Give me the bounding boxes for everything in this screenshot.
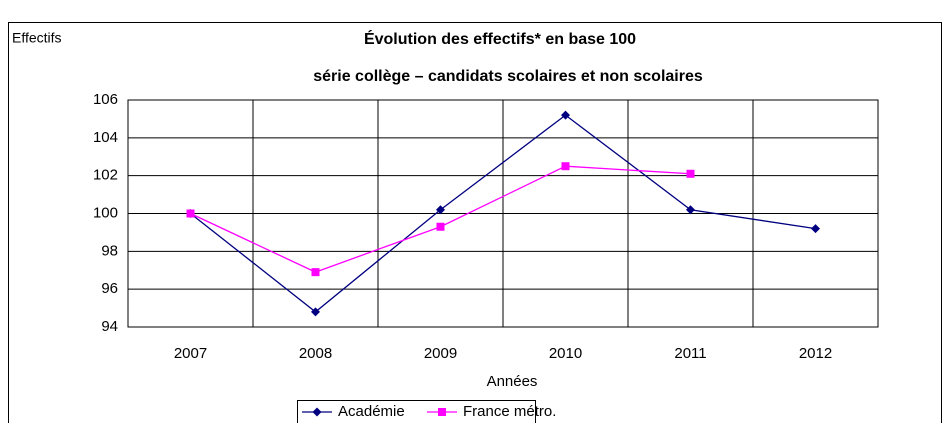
chart-title: Évolution des effectifs* en base 100 bbox=[364, 29, 636, 48]
y-tick-label: 94 bbox=[101, 318, 118, 335]
marker bbox=[686, 169, 695, 178]
y-tick-label: 100 bbox=[93, 204, 118, 221]
marker bbox=[312, 407, 322, 417]
marker bbox=[311, 307, 320, 317]
y-tick-label: 104 bbox=[93, 129, 118, 146]
y-tick-label: 102 bbox=[93, 167, 118, 184]
marker bbox=[186, 209, 195, 218]
x-tick-label: 2007 bbox=[174, 345, 207, 362]
x-tick-label: 2011 bbox=[674, 345, 706, 362]
y-axis-label: Effectifs bbox=[12, 30, 62, 46]
x-tick-label: 2008 bbox=[299, 345, 332, 362]
legend-label: France métro. bbox=[463, 403, 556, 420]
y-tick-label: 96 bbox=[101, 280, 118, 297]
marker bbox=[436, 205, 445, 215]
marker bbox=[438, 408, 446, 416]
marker bbox=[811, 224, 820, 234]
marker bbox=[561, 110, 570, 120]
marker bbox=[561, 162, 570, 171]
legend-label: Académie bbox=[338, 403, 405, 420]
chart-subtitle: série collège – candidats scolaires et n… bbox=[313, 68, 703, 85]
legend-box bbox=[297, 400, 536, 423]
x-tick-label: 2009 bbox=[424, 345, 457, 362]
marker bbox=[436, 222, 445, 231]
series-line bbox=[190, 114, 816, 313]
y-tick-label: 106 bbox=[93, 91, 118, 108]
marker bbox=[686, 205, 695, 215]
x-axis-label: Années bbox=[487, 373, 538, 390]
x-tick-label: 2010 bbox=[549, 345, 582, 362]
marker bbox=[311, 268, 320, 277]
y-tick-label: 98 bbox=[101, 242, 118, 259]
x-tick-label: 2012 bbox=[799, 345, 832, 362]
